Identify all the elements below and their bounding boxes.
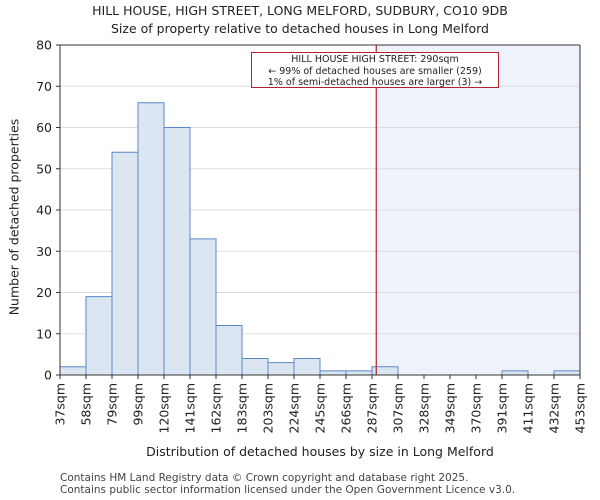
- x-tick-label: 203sqm: [261, 383, 276, 433]
- x-tick-label: 58sqm: [79, 383, 94, 426]
- histogram-bar: [293, 358, 321, 376]
- x-tick-label: 266sqm: [339, 383, 354, 433]
- histogram-bar: [319, 370, 347, 376]
- y-tick-label: 0: [44, 368, 52, 383]
- histogram-bar: [189, 238, 217, 376]
- x-axis-label: Distribution of detached houses by size …: [146, 444, 494, 459]
- x-tick-label: 391sqm: [495, 383, 510, 433]
- histogram-bar: [501, 370, 529, 376]
- y-tick-label: 60: [36, 120, 52, 135]
- y-axis-label: Number of detached properties: [6, 118, 22, 316]
- histogram-bar: [345, 370, 373, 376]
- histogram-bar: [215, 325, 243, 376]
- annotation-box: HILL HOUSE HIGH STREET: 290sqm ← 99% of …: [251, 52, 499, 88]
- x-tick-label: 370sqm: [469, 383, 484, 433]
- histogram-bar: [163, 127, 191, 376]
- annotation-line-1: HILL HOUSE HIGH STREET: 290sqm: [291, 54, 459, 65]
- y-tick-label: 30: [36, 244, 52, 259]
- annotation-line-2: ← 99% of detached houses are smaller (25…: [268, 65, 482, 77]
- y-tick-label: 50: [36, 161, 52, 176]
- x-tick-label: 183sqm: [235, 383, 250, 433]
- x-tick-label: 349sqm: [443, 383, 458, 433]
- x-tick-label: 453sqm: [573, 383, 588, 433]
- histogram-bar: [59, 366, 87, 376]
- x-tick-label: 162sqm: [209, 383, 224, 433]
- histogram-bar: [241, 358, 269, 376]
- x-tick-label: 307sqm: [391, 383, 406, 433]
- x-tick-label: 328sqm: [417, 383, 432, 433]
- y-tick-label: 80: [36, 38, 52, 53]
- histogram-bar: [111, 151, 139, 376]
- x-tick-label: 37sqm: [53, 383, 68, 426]
- chart-subtitle: Size of property relative to detached ho…: [111, 21, 489, 36]
- footer-line-1: Contains HM Land Registry data © Crown c…: [60, 472, 469, 484]
- x-tick-label: 79sqm: [105, 383, 120, 426]
- y-tick-label: 20: [36, 285, 52, 300]
- y-tick-label: 70: [36, 79, 52, 94]
- x-tick-label: 120sqm: [157, 383, 172, 433]
- histogram-bar: [267, 362, 295, 376]
- x-tick-label: 99sqm: [131, 383, 146, 426]
- footer-line-2: Contains public sector information licen…: [60, 484, 516, 496]
- y-tick-label: 10: [36, 326, 52, 341]
- x-tick-label: 224sqm: [287, 383, 302, 433]
- x-tick-label: 141sqm: [183, 383, 198, 433]
- histogram-bar: [85, 296, 113, 376]
- x-tick-label: 245sqm: [313, 383, 328, 433]
- histogram-bar: [137, 102, 165, 376]
- chart-title: HILL HOUSE, HIGH STREET, LONG MELFORD, S…: [92, 3, 508, 18]
- histogram-bar: [553, 370, 581, 376]
- annotation-line-3: 1% of semi-detached houses are larger (3…: [267, 77, 483, 88]
- y-tick-label: 40: [36, 203, 52, 218]
- x-tick-label: 287sqm: [365, 383, 380, 433]
- x-tick-label: 411sqm: [521, 383, 536, 433]
- x-tick-label: 432sqm: [547, 383, 562, 433]
- y-axis-label-wrap: Number of detached properties: [7, 119, 22, 316]
